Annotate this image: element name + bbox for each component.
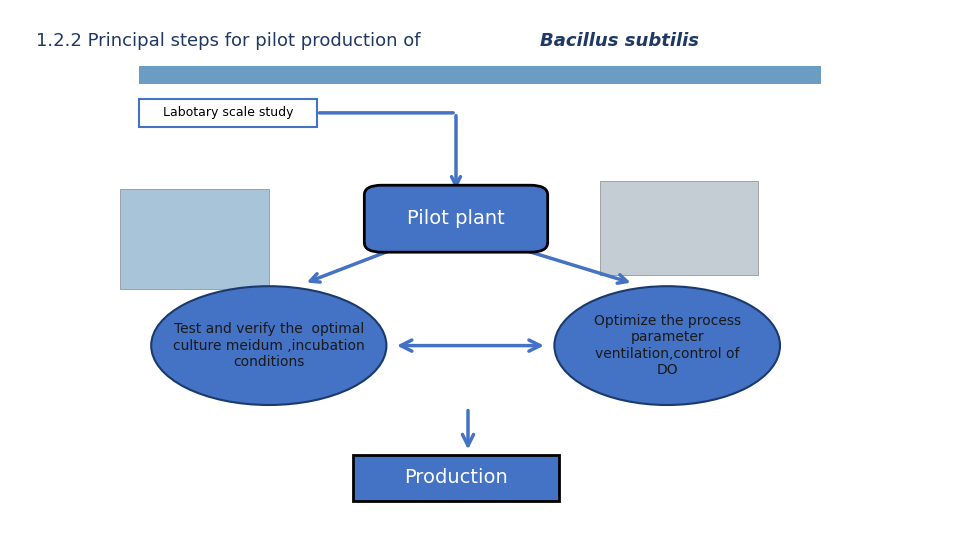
Text: Production: Production <box>404 468 508 488</box>
FancyBboxPatch shape <box>139 66 821 84</box>
FancyBboxPatch shape <box>120 189 269 289</box>
FancyBboxPatch shape <box>353 455 559 501</box>
FancyBboxPatch shape <box>364 185 547 252</box>
Text: Test and verify the  optimal
culture meidum ,incubation
conditions: Test and verify the optimal culture meid… <box>173 322 365 369</box>
Text: Pilot plant: Pilot plant <box>407 209 505 228</box>
Text: 1.2.2 Principal steps for pilot production of: 1.2.2 Principal steps for pilot producti… <box>36 31 427 50</box>
Text: Bacillus subtilis: Bacillus subtilis <box>540 31 699 50</box>
FancyBboxPatch shape <box>600 181 758 275</box>
Text: Labotary scale study: Labotary scale study <box>163 106 293 119</box>
Ellipse shape <box>152 286 386 405</box>
Ellipse shape <box>555 286 780 405</box>
FancyBboxPatch shape <box>139 99 317 127</box>
Text: Optimize the process
parameter
ventilation,control of
DO: Optimize the process parameter ventilati… <box>593 314 741 377</box>
